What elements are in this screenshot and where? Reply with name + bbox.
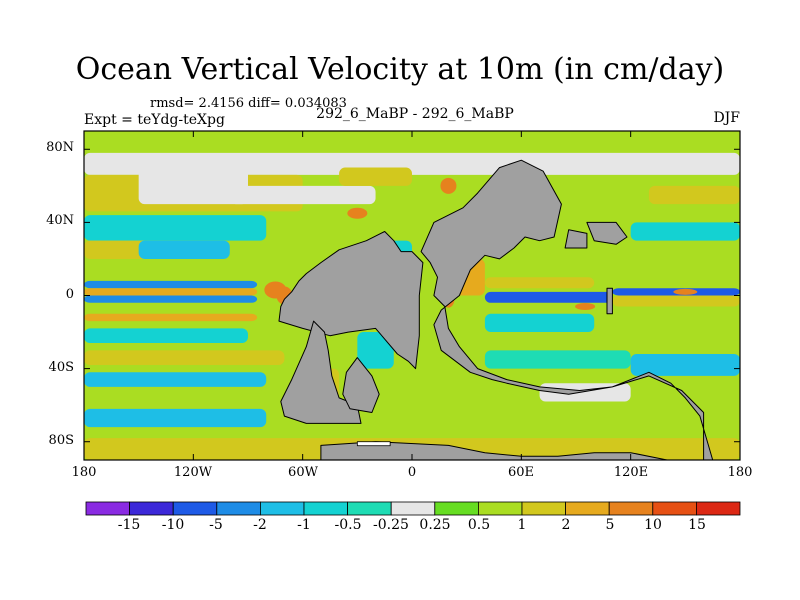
x-tick-label: 120W [173, 465, 213, 480]
colorbar-swatch [521, 501, 566, 516]
colorbar-label: 5 [605, 517, 615, 533]
colorbar-swatch [347, 501, 392, 516]
colorbar-swatch [85, 501, 130, 516]
colorbar-swatch [565, 501, 610, 516]
colorbar-label: -0.5 [334, 517, 362, 533]
colorbar-label: 1 [517, 517, 527, 533]
colorbar-swatch [303, 501, 348, 516]
colorbar-label: -5 [209, 517, 223, 533]
season-label: DJF [713, 110, 740, 126]
field-band [138, 240, 230, 259]
colorbar-swatch [434, 501, 479, 516]
field-band [84, 313, 258, 322]
field-band [84, 328, 248, 344]
colorbar-swatch [259, 501, 305, 516]
chart-subtitle: 292_6_MaBP - 292_6_MaBP [316, 106, 514, 122]
landmass-east-strip [342, 357, 380, 413]
field-band [84, 288, 258, 296]
field-band [357, 332, 394, 369]
y-tick-label: 0 [65, 287, 74, 302]
field-band [84, 390, 267, 406]
experiment-label: Expt = teYdg-teXpg [84, 112, 225, 128]
field-band [630, 222, 740, 241]
y-tick-label: 80N [46, 140, 74, 155]
landmass-west-strip [280, 320, 362, 424]
field-band [339, 167, 412, 186]
y-tick-label: 80S [48, 433, 74, 448]
stats-text: rmsd= 2.4156 diff= 0.034083 [150, 96, 347, 111]
field-band [84, 152, 740, 175]
colorbar-label: -2 [253, 517, 267, 533]
field-patch [673, 288, 698, 295]
colorbar-label: 0.5 [467, 517, 491, 533]
axis-ticks [83, 131, 741, 460]
field-band [229, 185, 376, 205]
field-patch [440, 177, 457, 194]
colorbar-swatch [696, 501, 741, 516]
x-tick-label: 180 [71, 465, 97, 480]
field-patch [347, 207, 368, 219]
colorbar-swatch [390, 501, 436, 516]
field-band [648, 185, 740, 205]
colorbar-swatch [477, 501, 523, 516]
field-band [594, 332, 740, 351]
field-band [193, 167, 239, 195]
landmass-layer [278, 159, 714, 460]
landmass-america [278, 231, 424, 370]
y-tick-label: 40N [46, 213, 74, 228]
landmass-africa-eurasia [320, 159, 714, 460]
y-tick-label: 40S [48, 360, 74, 375]
field-band [484, 291, 613, 303]
chart-title: Ocean Vertical Velocity at 10m (in cm/da… [75, 52, 725, 87]
field-band [84, 295, 258, 303]
field-band [612, 295, 740, 307]
field-band [484, 350, 631, 369]
colorbar-label: -15 [117, 517, 141, 533]
field-patch [575, 302, 596, 310]
colorbar-label: 10 [644, 517, 662, 533]
colorbar-swatch [172, 501, 218, 516]
field-band [84, 350, 285, 365]
field-band [84, 408, 267, 428]
x-tick-label: 60E [507, 465, 535, 480]
colorbar-swatch [652, 501, 697, 516]
field-band [484, 313, 595, 333]
field-band [484, 277, 595, 289]
colorbar-label: 0.25 [419, 517, 451, 533]
colorbar-swatch [216, 501, 261, 516]
landmass-bar [606, 287, 613, 315]
colorbar-label: 2 [561, 517, 571, 533]
x-tick-label: 120E [613, 465, 649, 480]
ice-shelf [356, 441, 391, 447]
x-tick-label: 0 [407, 465, 417, 480]
field-band [84, 372, 267, 387]
colorbar-label: -1 [297, 517, 311, 533]
colorbar [85, 501, 741, 516]
colorbar-label: -0.25 [373, 517, 409, 533]
field-band [84, 280, 258, 289]
colorbar-label: 15 [688, 517, 706, 533]
landmass-island-ne [586, 221, 628, 245]
x-tick-label: 180 [727, 465, 753, 480]
colorbar-swatch [608, 501, 654, 516]
field-band [84, 215, 267, 241]
colorbar-swatch [129, 501, 174, 516]
landmass-island-e [564, 229, 588, 249]
colorbar-label: -10 [161, 517, 185, 533]
field-band [630, 353, 740, 376]
x-tick-label: 60W [288, 465, 318, 480]
